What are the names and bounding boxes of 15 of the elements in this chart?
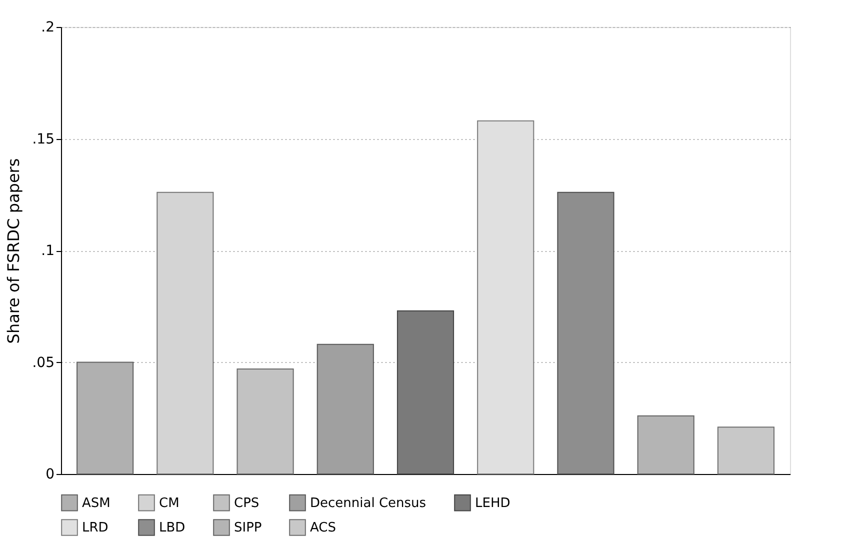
y-tick-label: .1 xyxy=(41,243,54,259)
y-tick-label: .05 xyxy=(32,354,54,371)
legend-label: ASM xyxy=(82,496,110,511)
legend-label: SIPP xyxy=(234,520,262,536)
legend-label: CM xyxy=(159,496,180,511)
legend-label: ACS xyxy=(310,520,336,536)
y-tick-label: 0 xyxy=(46,466,54,482)
y-axis-title: Share of FSRDC papers xyxy=(4,158,24,344)
legend-label: LRD xyxy=(82,520,108,536)
y-tick-label: .2 xyxy=(41,20,54,36)
legend-label: LEHD xyxy=(475,496,510,511)
legend-label: LBD xyxy=(159,520,186,536)
y-tick-label: .15 xyxy=(32,131,54,148)
legend-label: Decennial Census xyxy=(310,496,426,511)
legend-label: CPS xyxy=(234,496,260,511)
